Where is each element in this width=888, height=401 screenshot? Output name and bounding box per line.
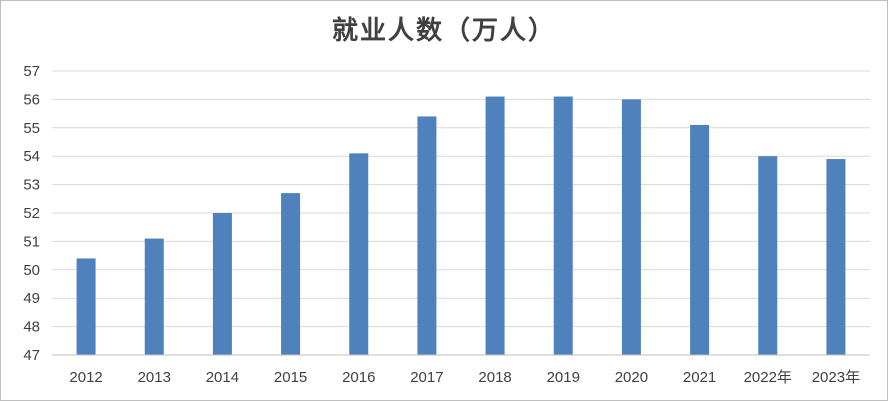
bar: [758, 156, 778, 355]
bar: [485, 96, 505, 355]
bar: [826, 159, 846, 355]
x-tick-label: 2014: [206, 369, 239, 386]
bar: [76, 258, 96, 355]
x-tick-label: 2016: [342, 369, 375, 386]
x-tick-label: 2013: [138, 369, 171, 386]
y-tick-label: 56: [23, 91, 40, 108]
y-tick-label: 53: [23, 177, 40, 194]
gridlines: [52, 70, 870, 356]
x-tick-label: 2023年: [812, 369, 860, 386]
y-tick-label: 51: [23, 233, 40, 250]
bar: [144, 238, 164, 355]
x-tick-label: 2020: [615, 369, 648, 386]
y-tick-label: 47: [23, 347, 40, 364]
bar: [553, 96, 573, 355]
bar: [281, 193, 301, 355]
y-tick-label: 50: [23, 262, 40, 279]
x-tick-label: 2022年: [744, 369, 792, 386]
bar: [212, 213, 232, 355]
y-tick-label: 52: [23, 205, 40, 222]
x-tick-label: 2012: [69, 369, 102, 386]
bar: [690, 124, 710, 356]
y-tick-label: 48: [23, 319, 40, 336]
y-tick-label: 54: [23, 148, 40, 165]
x-tick-label: 2017: [410, 369, 443, 386]
bar: [349, 153, 369, 355]
x-tick-label: 2015: [274, 369, 307, 386]
y-tick-label: 49: [23, 290, 40, 307]
x-tick-label: 2021: [683, 369, 716, 386]
bar: [621, 99, 641, 356]
y-tick-label: 57: [23, 63, 40, 80]
chart-title: 就业人数（万人）: [331, 16, 556, 46]
x-axis-ticks: 2012 2013 2014 2015 2016 2017 2018 2019 2020 2021…: [69, 369, 860, 386]
bars: [76, 96, 846, 356]
bar: [417, 116, 437, 355]
y-tick-label: 55: [23, 120, 40, 137]
x-tick-label: 2019: [547, 369, 580, 386]
y-axis-ticks: 47 48 49 50 51 52 53 54 55 56 57: [23, 63, 40, 364]
x-tick-label: 2018: [478, 369, 511, 386]
